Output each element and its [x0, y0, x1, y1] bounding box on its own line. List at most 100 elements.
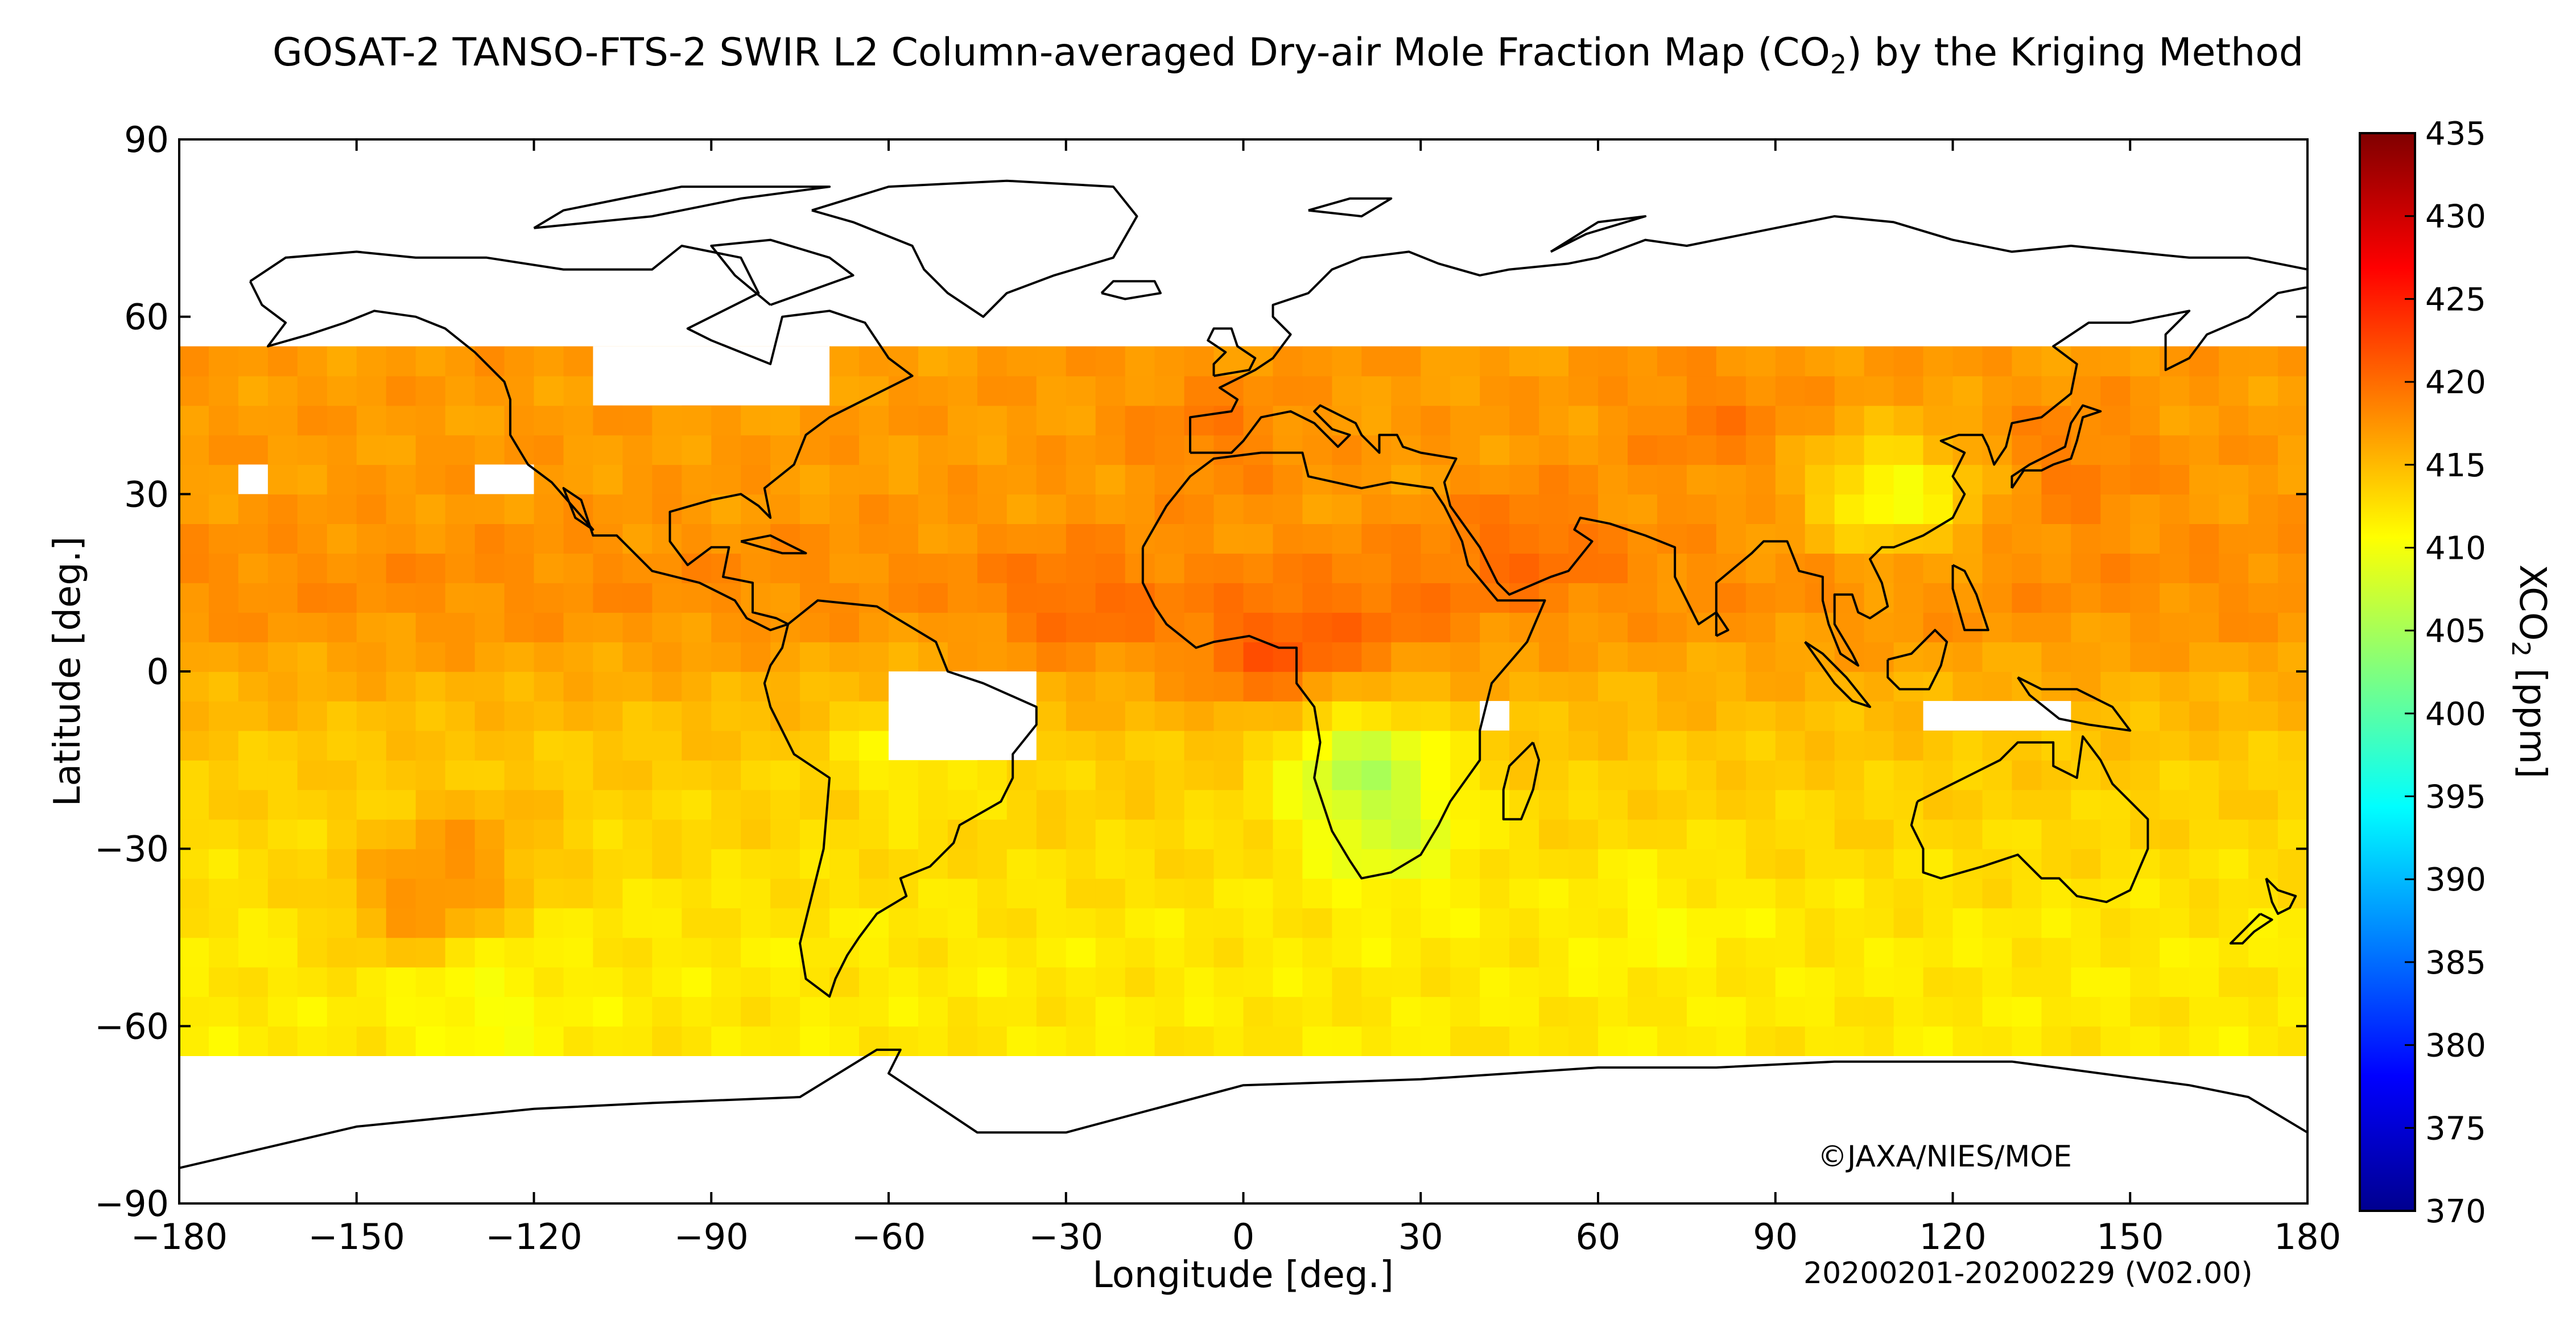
xco2-cell: [209, 494, 239, 524]
xco2-cell: [1628, 464, 1658, 495]
xco2-cell: [1332, 583, 1363, 613]
xco2-cell: [1213, 700, 1244, 731]
xco2-cell: [1066, 435, 1096, 465]
xco2-cell: [238, 819, 269, 850]
xco2-cell: [1805, 730, 1835, 761]
xco2-cell: [1450, 346, 1480, 377]
xco2-cell: [1982, 760, 2013, 790]
xco2-cell: [593, 612, 624, 642]
xco2-cell: [1243, 464, 1274, 495]
xco2-cell: [1686, 848, 1717, 879]
xco2-cell: [800, 612, 830, 642]
xco2-cell: [267, 908, 298, 938]
xco2-cell: [415, 435, 446, 465]
xco2-cell: [622, 464, 653, 495]
xco2-cell: [1509, 671, 1539, 702]
xco2-cell: [2219, 908, 2249, 938]
xco2-cell: [1509, 1026, 1539, 1056]
xco2-cell: [1095, 671, 1126, 702]
xco2-cell: [1302, 996, 1333, 1027]
xco2-cell: [2041, 848, 2072, 879]
xco2-cell: [327, 523, 357, 554]
xco2-cell: [1834, 760, 1865, 790]
xco2-cell: [534, 789, 564, 820]
xco2-cell: [209, 700, 239, 731]
xco2-cell: [1450, 583, 1480, 613]
xco2-cell: [1006, 612, 1037, 642]
xco2-cell: [327, 642, 357, 672]
xco2-cell: [682, 642, 712, 672]
xco2-cell: [741, 908, 771, 938]
xco2-cell: [1421, 435, 1451, 465]
colorbar-tick-label: 400: [2425, 696, 2486, 733]
xco2-cell: [2012, 1026, 2042, 1056]
xco2-cell: [2100, 494, 2131, 524]
xco2-cell: [1864, 878, 1894, 909]
xco2-cell: [563, 789, 594, 820]
xco2-cell: [1923, 435, 1954, 465]
xco2-cell: [238, 760, 269, 790]
xco2-cell: [474, 1026, 505, 1056]
xco2-cell: [209, 730, 239, 761]
xco2-cell: [1568, 671, 1599, 702]
xco2-cell: [1805, 819, 1835, 850]
xco2-cell: [238, 848, 269, 879]
xco2-cell: [1095, 405, 1126, 436]
xco2-cell: [829, 464, 860, 495]
xco2-cell: [563, 583, 594, 613]
xco2-cell: [1834, 819, 1865, 850]
xco2-cell: [918, 346, 948, 377]
xco2-cell: [2130, 730, 2161, 761]
xco2-cell: [1923, 346, 1954, 377]
xco2-cell: [1006, 583, 1037, 613]
xco2-cell: [474, 346, 505, 377]
xco2-cell: [1982, 642, 2013, 672]
xco2-cell: [534, 583, 564, 613]
y-tick-label: −30: [94, 828, 169, 870]
xco2-cell: [829, 819, 860, 850]
xco2-cell: [1184, 760, 1215, 790]
xco2-cell: [1066, 642, 1096, 672]
xco2-cell: [1480, 435, 1510, 465]
xco2-cell: [770, 583, 800, 613]
xco2-cell: [1154, 671, 1185, 702]
xco2-cell: [238, 405, 269, 436]
xco2-cell: [2160, 494, 2190, 524]
xco2-cell: [2071, 819, 2102, 850]
xco2-cell: [1213, 671, 1244, 702]
xco2-cell: [1509, 908, 1539, 938]
credit-text: ©JAXA/NIES/MOE: [1818, 1140, 2072, 1174]
xco2-cell: [445, 405, 476, 436]
xco2-cell: [1125, 730, 1155, 761]
xco2-cell: [800, 583, 830, 613]
xco2-cell: [859, 464, 889, 495]
xco2-cell: [1421, 612, 1451, 642]
xco2-cell: [1361, 789, 1392, 820]
xco2-cell: [1982, 671, 2013, 702]
xco2-cell: [1361, 1026, 1392, 1056]
xco2-cell: [534, 730, 564, 761]
xco2-cell: [1509, 878, 1539, 909]
xco2-cell: [179, 819, 209, 850]
xco2-cell: [1716, 494, 1747, 524]
xco2-cell: [1893, 523, 1924, 554]
xco2-cell: [356, 819, 387, 850]
xco2-cell: [1391, 583, 1422, 613]
xco2-cell: [1273, 464, 1303, 495]
xco2-cell: [2189, 937, 2219, 968]
xco2-cell: [1923, 464, 1954, 495]
xco2-cell: [1332, 908, 1363, 938]
xco2-cell: [2130, 996, 2161, 1027]
xco2-cell: [1834, 553, 1865, 583]
xco2-cell: [1332, 878, 1363, 909]
xco2-cell: [563, 376, 594, 406]
xco2-cell: [829, 612, 860, 642]
xco2-cell: [563, 464, 594, 495]
xco2-cell: [1657, 583, 1687, 613]
xco2-cell: [2248, 376, 2278, 406]
xco2-cell: [1952, 996, 1983, 1027]
xco2-cell: [1657, 494, 1687, 524]
xco2-cell: [415, 1026, 446, 1056]
xco2-cell: [1864, 760, 1894, 790]
xco2-cell: [209, 908, 239, 938]
